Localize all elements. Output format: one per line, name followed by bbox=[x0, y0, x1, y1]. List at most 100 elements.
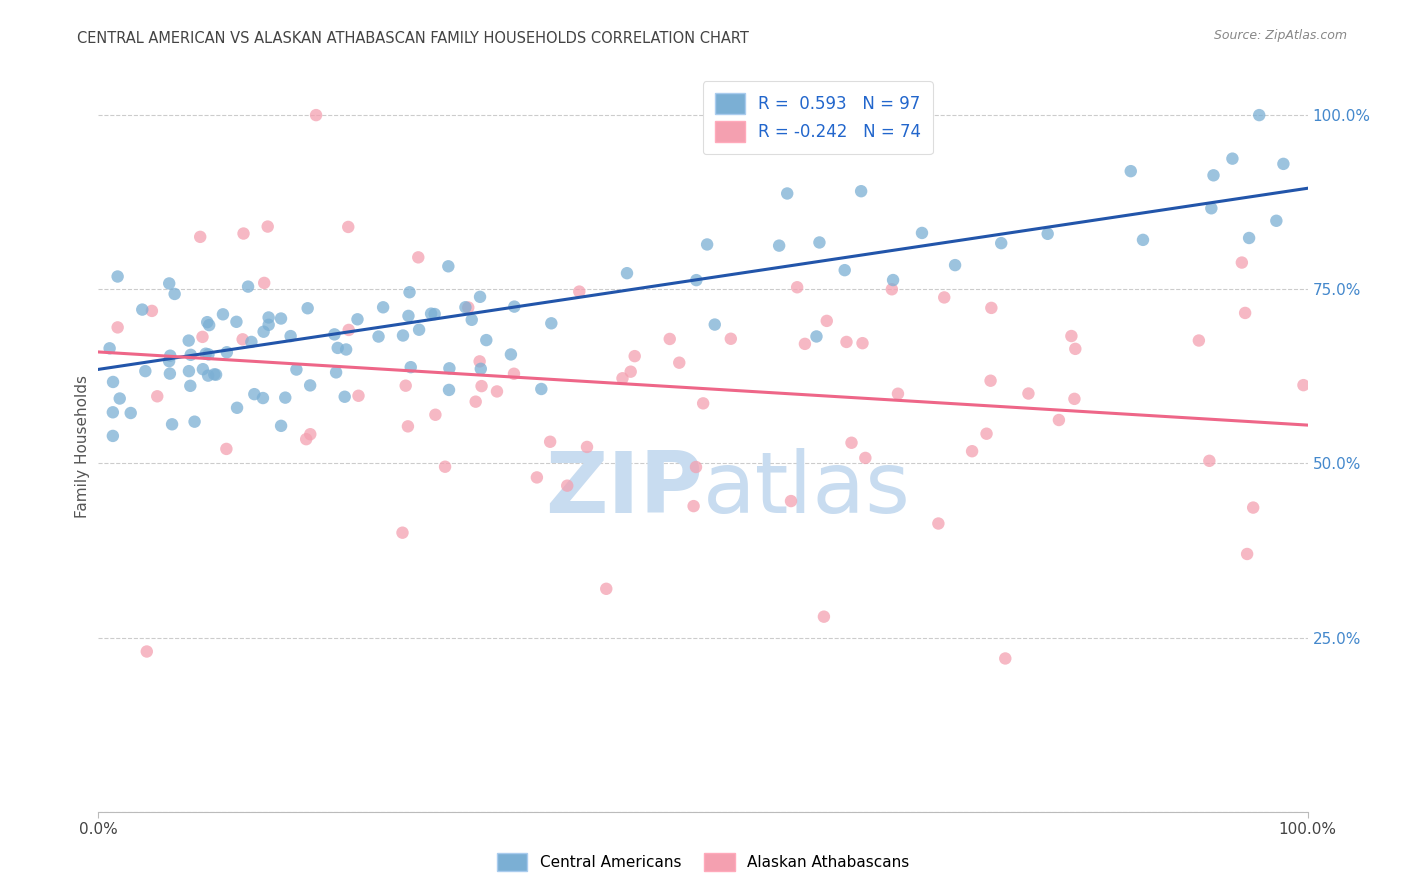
Point bbox=[202, 368, 225, 382]
Point bbox=[391, 525, 413, 540]
Text: Source: ZipAtlas.com: Source: ZipAtlas.com bbox=[1213, 29, 1347, 42]
Point bbox=[849, 184, 872, 198]
Point bbox=[503, 367, 526, 381]
Point bbox=[243, 387, 266, 401]
Point bbox=[183, 415, 205, 429]
Text: ZIP: ZIP bbox=[546, 449, 703, 532]
Point bbox=[1202, 169, 1225, 183]
Point bbox=[285, 362, 308, 376]
Point bbox=[423, 307, 446, 321]
Point bbox=[257, 318, 280, 332]
Point bbox=[692, 396, 714, 410]
Point bbox=[120, 406, 142, 420]
Point bbox=[1234, 306, 1257, 320]
Point bbox=[1017, 386, 1039, 401]
Point bbox=[257, 310, 280, 325]
Point bbox=[177, 364, 200, 378]
Point bbox=[215, 442, 238, 456]
Point bbox=[323, 327, 346, 342]
Point bbox=[212, 307, 235, 321]
Point bbox=[776, 186, 799, 201]
Point bbox=[658, 332, 681, 346]
Point bbox=[226, 401, 249, 415]
Point bbox=[399, 360, 422, 375]
Point bbox=[994, 651, 1017, 665]
Point bbox=[1198, 454, 1220, 468]
Point bbox=[295, 432, 318, 446]
Point bbox=[195, 315, 218, 329]
Point bbox=[780, 494, 803, 508]
Point bbox=[555, 478, 578, 492]
Point bbox=[1292, 378, 1315, 392]
Point bbox=[538, 434, 561, 449]
Point bbox=[1230, 255, 1253, 269]
Legend: Central Americans, Alaskan Athabascans: Central Americans, Alaskan Athabascans bbox=[491, 847, 915, 877]
Point bbox=[398, 309, 420, 323]
Point bbox=[197, 368, 219, 383]
Point bbox=[461, 313, 484, 327]
Point bbox=[270, 418, 292, 433]
Point bbox=[274, 391, 297, 405]
Point bbox=[425, 408, 447, 422]
Point bbox=[595, 582, 617, 596]
Point bbox=[232, 227, 254, 241]
Point bbox=[337, 219, 360, 234]
Point bbox=[194, 347, 217, 361]
Point bbox=[540, 316, 562, 330]
Point bbox=[768, 238, 790, 252]
Point bbox=[485, 384, 508, 399]
Point bbox=[454, 300, 477, 314]
Point bbox=[834, 263, 856, 277]
Point bbox=[1241, 500, 1264, 515]
Point bbox=[406, 251, 429, 265]
Point bbox=[457, 301, 479, 315]
Point bbox=[1188, 334, 1211, 348]
Point bbox=[101, 405, 124, 419]
Point bbox=[934, 290, 956, 304]
Point bbox=[623, 349, 645, 363]
Point bbox=[685, 273, 707, 287]
Point bbox=[835, 334, 858, 349]
Point bbox=[806, 329, 828, 343]
Point bbox=[326, 341, 349, 355]
Point bbox=[471, 379, 494, 393]
Point bbox=[575, 440, 598, 454]
Point bbox=[299, 427, 322, 442]
Point bbox=[232, 332, 254, 346]
Point bbox=[337, 323, 360, 337]
Point bbox=[240, 334, 263, 349]
Point bbox=[616, 266, 638, 280]
Point bbox=[1060, 329, 1083, 343]
Point bbox=[107, 320, 129, 334]
Point bbox=[107, 269, 129, 284]
Point bbox=[813, 609, 835, 624]
Point bbox=[135, 644, 157, 658]
Point bbox=[682, 499, 704, 513]
Point bbox=[990, 236, 1012, 251]
Point bbox=[299, 378, 322, 392]
Point bbox=[179, 379, 201, 393]
Text: CENTRAL AMERICAN VS ALASKAN ATHABASCAN FAMILY HOUSEHOLDS CORRELATION CHART: CENTRAL AMERICAN VS ALASKAN ATHABASCAN F… bbox=[77, 31, 749, 46]
Point bbox=[396, 419, 419, 434]
Point bbox=[160, 417, 183, 432]
Point bbox=[1249, 108, 1271, 122]
Point bbox=[470, 361, 492, 376]
Point bbox=[1119, 164, 1142, 178]
Point bbox=[157, 277, 180, 291]
Point bbox=[841, 435, 863, 450]
Point bbox=[815, 314, 838, 328]
Point bbox=[297, 301, 319, 316]
Point bbox=[367, 329, 389, 343]
Point bbox=[191, 330, 214, 344]
Point bbox=[205, 368, 228, 382]
Point bbox=[101, 429, 124, 443]
Point bbox=[159, 367, 181, 381]
Point bbox=[980, 374, 1002, 388]
Point bbox=[911, 226, 934, 240]
Point bbox=[163, 287, 186, 301]
Point bbox=[720, 332, 742, 346]
Point bbox=[1236, 547, 1258, 561]
Point bbox=[1272, 157, 1295, 171]
Point bbox=[108, 392, 131, 406]
Point bbox=[943, 258, 966, 272]
